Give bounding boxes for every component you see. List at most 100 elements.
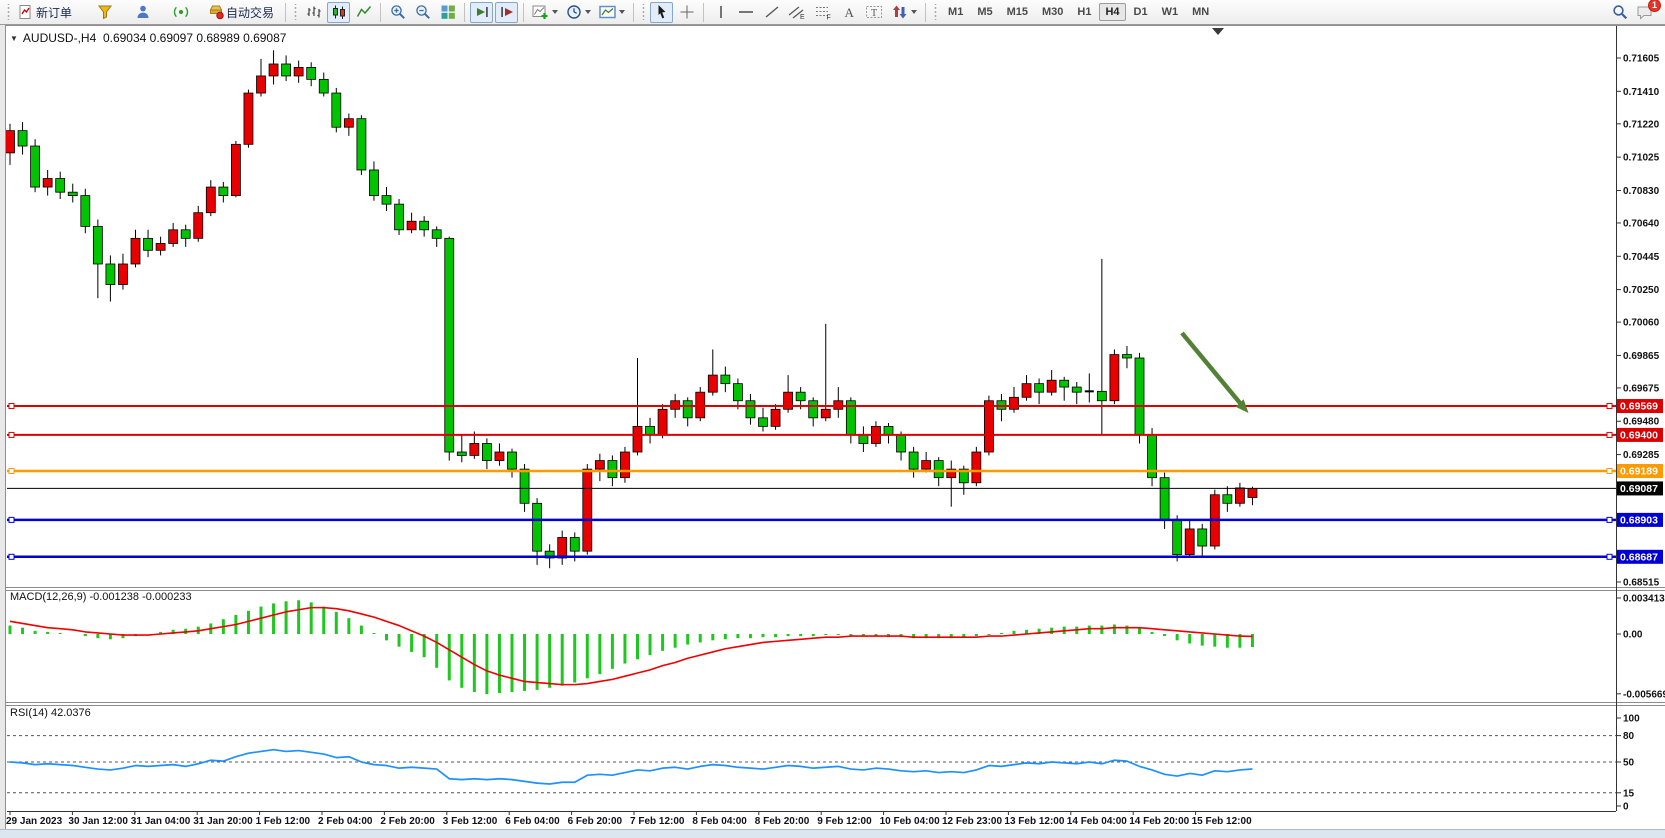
search-button[interactable]: [1608, 2, 1631, 23]
bearish-candle: [1122, 354, 1132, 359]
time-axis-label: 31 Jan 20:00: [193, 816, 253, 827]
timeframe-button-M5[interactable]: M5: [977, 6, 993, 18]
periods-button[interactable]: [563, 2, 594, 23]
indicators-button[interactable]: [529, 2, 561, 23]
bullish-candle: [243, 92, 254, 145]
bearish-candle: [933, 460, 944, 479]
data-window-button[interactable]: [131, 2, 154, 23]
chart-shift-icon: [500, 7, 513, 17]
rsi-line: [9, 748, 1253, 785]
chart-shift-button[interactable]: [495, 1, 519, 23]
candlestick-chart-button[interactable]: [327, 1, 351, 23]
tile-windows-button[interactable]: [436, 2, 459, 23]
zoom-in-button[interactable]: [386, 2, 409, 23]
bearish-candle: [883, 425, 894, 436]
time-axis-label: 29 Jan 2023: [6, 816, 63, 827]
vertical-line-button[interactable]: [709, 2, 732, 23]
zoom-out-button[interactable]: [411, 2, 434, 23]
price-level-badge: [1617, 399, 1663, 414]
timeframe-button-D1[interactable]: D1: [1133, 6, 1148, 18]
bullish-candle: [230, 143, 241, 197]
new-order-label: 新订单: [36, 5, 73, 20]
horizontal-line-button[interactable]: [734, 2, 758, 23]
templates-button[interactable]: [596, 2, 628, 23]
bullish-candle: [469, 443, 480, 456]
bearish-candle: [532, 502, 542, 552]
zoom-out-icon: [415, 5, 430, 19]
autotrading-button[interactable]: 自动交易: [205, 2, 280, 23]
bar-chart-button[interactable]: [302, 2, 325, 23]
trend-arrow-head[interactable]: [1235, 399, 1249, 413]
trend-arrow[interactable]: [1180, 331, 1242, 405]
price-axis-tick-label: 0.70640: [1623, 218, 1660, 229]
line-handle[interactable]: [1606, 467, 1613, 474]
timeframe-button-W1[interactable]: W1: [1161, 6, 1179, 18]
bearish-candle: [92, 225, 103, 265]
timeframe-button-MN[interactable]: MN: [1192, 6, 1210, 18]
line-handle[interactable]: [1606, 516, 1613, 523]
text-label-icon: T: [866, 6, 883, 19]
bearish-candle: [281, 63, 292, 77]
price-axis-tick-label: 0.71605: [1623, 54, 1660, 65]
timeframe-button-M15[interactable]: M15: [1006, 6, 1028, 18]
price-level-badge-text: 0.69400: [1620, 429, 1658, 441]
price-level-badge-text: 0.69087: [1620, 483, 1658, 495]
timeframe-button-M30[interactable]: M30: [1042, 6, 1064, 18]
new-order-button[interactable]: 新订单: [15, 2, 78, 23]
text-label-button[interactable]: T: [862, 2, 886, 23]
bullish-candle: [670, 400, 681, 410]
equidistant-channel-button[interactable]: E: [785, 2, 809, 23]
toolbar-drag-handle[interactable]: [6, 4, 11, 20]
line-chart-button[interactable]: [352, 2, 375, 23]
timeframe-button-H1[interactable]: H1: [1077, 6, 1092, 18]
bearish-candle: [394, 203, 404, 231]
market-scanner-button[interactable]: [169, 2, 192, 23]
bearish-candle: [481, 443, 492, 461]
price-axis-tick-label: 0.69285: [1623, 450, 1660, 461]
svg-text:A: A: [844, 5, 854, 20]
macd-axis-label: 0.003413: [1623, 593, 1665, 604]
line-handle[interactable]: [8, 431, 15, 438]
timeframe-button-M1[interactable]: M1: [948, 6, 964, 18]
line-handle[interactable]: [1606, 553, 1613, 560]
timeframe-button-H4[interactable]: H4: [1099, 3, 1126, 21]
bearish-candle: [795, 391, 806, 402]
autotrading-cart-icon: [209, 5, 224, 20]
time-axis-label: 7 Feb 12:00: [630, 816, 685, 827]
cursor-button[interactable]: [650, 1, 674, 23]
timeframe-group: M1 M5 M15 M30 H1 H4 D1 W1 MN: [941, 3, 1216, 21]
bearish-candle: [381, 195, 392, 205]
bearish-candle: [958, 468, 969, 484]
bullish-candle: [130, 237, 141, 265]
collapse-triangle-icon[interactable]: ▼: [10, 34, 18, 43]
price-level-badge: [1617, 512, 1663, 527]
crosshair-button[interactable]: [675, 2, 698, 23]
rsi-axis-label: 0: [1623, 802, 1629, 813]
bearish-candle: [908, 451, 919, 470]
line-handle[interactable]: [8, 403, 15, 410]
line-handle[interactable]: [8, 516, 15, 523]
bullish-candle: [1009, 396, 1019, 410]
fibonacci-button[interactable]: F: [811, 2, 835, 23]
symbols-button[interactable]: [93, 2, 116, 23]
trendline-button[interactable]: [760, 2, 783, 23]
chat-button[interactable]: 1: [1633, 0, 1661, 23]
toolbar-drag-handle[interactable]: [641, 4, 647, 20]
bearish-candle: [569, 537, 580, 552]
toolbar-drag-handle[interactable]: [933, 4, 939, 20]
time-axis-label: 8 Feb 20:00: [755, 816, 810, 827]
arrows-button[interactable]: [888, 2, 920, 23]
line-handle[interactable]: [1606, 431, 1613, 438]
text-button[interactable]: A: [837, 2, 860, 23]
auto-scroll-button[interactable]: [470, 1, 494, 23]
line-handle[interactable]: [8, 467, 15, 474]
chart-shift-marker[interactable]: [1212, 28, 1224, 35]
line-handle[interactable]: [1606, 403, 1613, 410]
zoom-in-icon: [390, 5, 405, 19]
time-axis-label: 1 Feb 12:00: [256, 816, 311, 827]
line-handle[interactable]: [8, 553, 15, 560]
bearish-candle: [318, 78, 329, 94]
trendline-icon: [765, 6, 778, 18]
toolbar-drag-handle[interactable]: [293, 4, 299, 20]
price-chart-canvas[interactable]: 0.69569 0.69400 0.69189 0.69087 0.68903 0.686…: [0, 25, 1665, 838]
